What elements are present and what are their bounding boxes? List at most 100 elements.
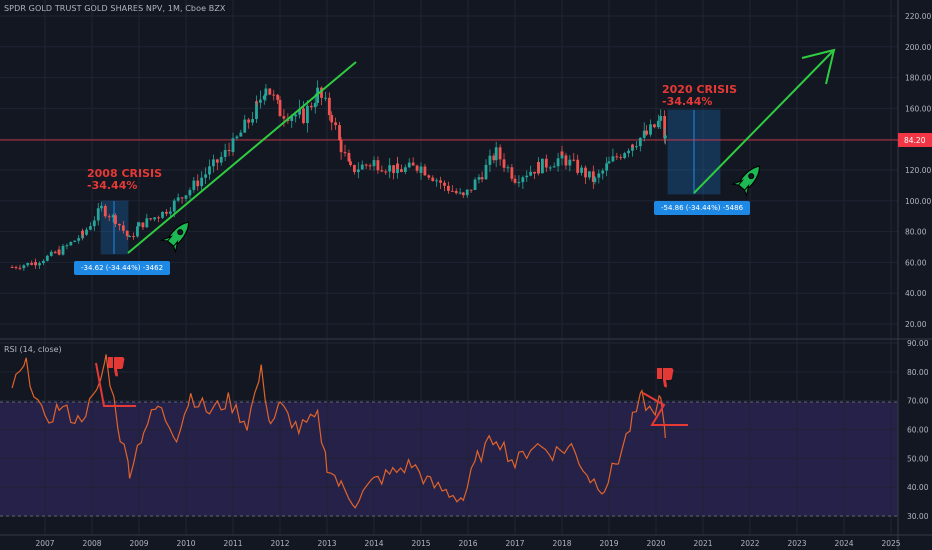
candle-body <box>663 115 667 139</box>
candle-body <box>653 124 656 128</box>
rsi-tick-label: 30.00 <box>907 512 929 521</box>
candle-body <box>14 267 18 269</box>
rocket-icon <box>159 221 190 254</box>
rsi-axis[interactable]: 30.00 40.00 50.00 60.00 70.00 80.00 90.00 <box>907 339 929 521</box>
candle-body <box>473 179 477 190</box>
candle-body <box>388 165 392 172</box>
candle-body <box>623 153 627 159</box>
candle-body <box>450 190 454 192</box>
candle-body <box>615 156 619 158</box>
crisis-2020-title: 2020 CRISIS <box>662 83 738 96</box>
candle-body <box>510 167 514 179</box>
price-tick-label: 120.00 <box>905 166 931 175</box>
candle-body <box>262 95 266 100</box>
time-tick-label: 2007 <box>35 539 54 548</box>
candle-body <box>407 162 411 168</box>
candle-body <box>180 197 184 199</box>
candle-body <box>172 200 176 212</box>
candle-body <box>89 226 92 230</box>
thumbs-down-icon <box>657 368 674 388</box>
candle-body <box>339 140 343 153</box>
candle-body <box>645 130 648 135</box>
rsi-tick-label: 60.00 <box>907 426 929 435</box>
time-tick-label: 2009 <box>129 539 148 548</box>
trend-line-2020[interactable] <box>693 50 834 194</box>
candle-body <box>128 236 131 238</box>
candle-body <box>176 197 180 201</box>
time-tick-label: 2024 <box>834 539 853 548</box>
time-tick-label: 2019 <box>599 539 618 548</box>
price-tick-label: 220.00 <box>905 12 931 21</box>
candle-body <box>454 190 458 194</box>
candle-body <box>100 205 103 209</box>
candle-body <box>313 103 317 108</box>
candle-body <box>529 171 533 176</box>
crisis-2020-percent: -34.44% <box>662 95 713 108</box>
candle-body <box>96 208 100 221</box>
thumbs-down-icon <box>108 357 125 377</box>
crisis-2008-title: 2008 CRISIS <box>87 167 163 180</box>
time-axis[interactable]: 2007 2008 2009 2010 2011 2012 2013 2014 2015 2016… <box>35 539 900 548</box>
candle-body <box>492 155 496 161</box>
candle-body <box>494 147 498 161</box>
crisis-2008-annotation[interactable]: 2008 CRISIS -34.44% <box>87 168 162 192</box>
candle-body <box>415 165 419 171</box>
candle-body <box>111 215 115 218</box>
candle-body <box>103 205 107 217</box>
candle-body <box>10 267 14 269</box>
time-tick-label: 2013 <box>317 539 336 548</box>
price-tick-label: 160.00 <box>905 104 931 113</box>
candle-body <box>392 165 395 174</box>
trend-line-2008[interactable] <box>127 61 357 254</box>
candle-body <box>278 99 282 117</box>
candle-body <box>239 132 243 137</box>
candle-body <box>556 158 560 167</box>
candle-body <box>268 88 272 95</box>
current-price-badge <box>898 133 932 147</box>
rsi-tick-label: 90.00 <box>907 339 929 348</box>
candle-body <box>22 265 26 269</box>
time-tick-label: 2022 <box>740 539 759 548</box>
time-tick-label: 2023 <box>787 539 806 548</box>
time-tick-label: 2025 <box>881 539 900 548</box>
candle-body <box>364 164 368 166</box>
candle-body <box>372 161 376 167</box>
candle-body <box>447 185 450 191</box>
candle-body <box>306 105 309 124</box>
candle-body <box>298 108 301 115</box>
time-tick-label: 2020 <box>646 539 665 548</box>
candle-body <box>132 236 135 238</box>
candle-body <box>320 87 323 98</box>
rsi-indicator-label[interactable]: RSI (14, close) <box>4 345 62 354</box>
candle-body <box>153 217 157 220</box>
crisis-2020-annotation[interactable]: 2020 CRISIS -34.44% <box>662 84 737 108</box>
candle-body <box>439 180 442 183</box>
candle-body <box>327 97 331 116</box>
candle-body <box>435 180 439 182</box>
price-tick-label: 100.00 <box>905 197 931 206</box>
candle-body <box>92 220 96 227</box>
time-tick-label: 2010 <box>176 539 195 548</box>
candle-body <box>255 101 258 120</box>
time-tick-label: 2021 <box>693 539 712 548</box>
rsi-line <box>11 354 666 509</box>
candle-body <box>469 189 473 191</box>
candle-body <box>349 161 352 165</box>
candle-body <box>411 162 415 166</box>
candle-body <box>353 164 356 173</box>
divergence-line-2008[interactable] <box>95 362 136 407</box>
candle-body <box>231 138 235 152</box>
time-tick-label: 2012 <box>270 539 289 548</box>
time-tick-label: 2011 <box>223 539 242 548</box>
rsi-tick-label: 80.00 <box>907 368 929 377</box>
candle-body <box>215 159 219 163</box>
candle-body <box>149 218 153 220</box>
candle-body <box>136 226 139 237</box>
candle-body <box>635 146 638 148</box>
divergence-line-2020[interactable] <box>642 392 688 426</box>
candle-body <box>597 173 601 178</box>
candle-body <box>465 189 469 196</box>
candle-body <box>461 192 465 196</box>
price-tick-label: 200.00 <box>905 43 931 52</box>
candle-body <box>548 167 552 169</box>
